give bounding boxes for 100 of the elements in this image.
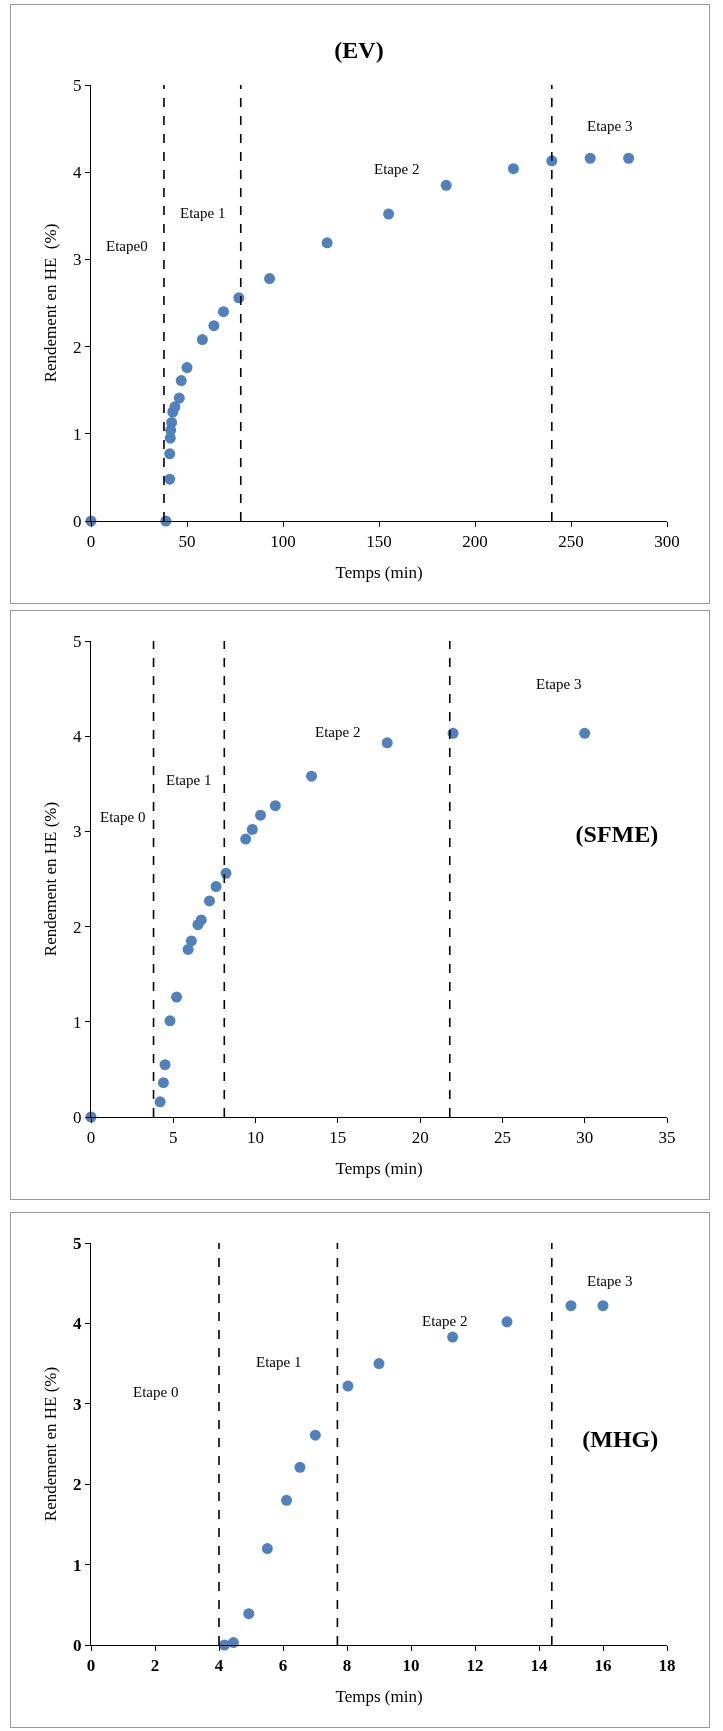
point xyxy=(240,833,252,845)
annotation: Etape 1 xyxy=(180,205,226,221)
x-tick-label: 0 xyxy=(86,1656,96,1676)
x-tick-label: 2 xyxy=(150,1656,160,1676)
point xyxy=(579,727,591,739)
y-axis-title: Rendement en HE (%) xyxy=(40,1366,60,1522)
annotation: Etape 1 xyxy=(166,772,212,788)
y-tick-label: 2 xyxy=(73,337,82,357)
y-tick-label: 0 xyxy=(73,1107,82,1127)
point xyxy=(507,163,519,175)
x-tick-label: 30 xyxy=(576,1128,594,1148)
annotation: Etape 2 xyxy=(422,1313,468,1329)
point xyxy=(373,1358,385,1370)
point xyxy=(208,320,220,332)
annotation: Etape 3 xyxy=(587,118,633,134)
point xyxy=(203,895,215,907)
y-tick-label: 4 xyxy=(73,1314,83,1334)
y-tick-label: 4 xyxy=(73,727,83,747)
x-tick-label: 200 xyxy=(462,532,488,552)
x-axis-title: Temps (min) xyxy=(335,1686,423,1706)
y-tick-label: 1 xyxy=(73,1012,82,1032)
point xyxy=(447,1331,459,1343)
point xyxy=(173,392,185,404)
y-axis-title: Rendement en HE (%) xyxy=(40,223,60,383)
point xyxy=(294,1461,306,1473)
point xyxy=(321,237,333,249)
annotation: Etape 2 xyxy=(374,161,420,177)
point xyxy=(383,208,395,220)
point xyxy=(227,1637,239,1649)
x-tick-label: 20 xyxy=(411,1128,429,1148)
x-tick-label: 25 xyxy=(493,1128,511,1148)
point xyxy=(217,306,229,318)
x-tick-label: 18 xyxy=(658,1656,676,1676)
y-tick-label: 3 xyxy=(73,250,82,270)
annotation: Etape 0 xyxy=(100,809,146,825)
annotation: Etape 2 xyxy=(315,724,361,740)
x-tick-label: 0 xyxy=(86,532,96,552)
y-tick-label: 0 xyxy=(73,1635,82,1655)
x-tick-label: 4 xyxy=(214,1656,224,1676)
point xyxy=(195,914,207,926)
x-tick-label: 100 xyxy=(270,532,296,552)
x-tick-label: 300 xyxy=(654,532,680,552)
point xyxy=(269,800,281,812)
x-tick-label: 250 xyxy=(558,532,584,552)
x-axis-title: Temps (min) xyxy=(335,1158,423,1178)
point xyxy=(440,179,452,191)
point xyxy=(185,935,197,947)
y-tick-label: 3 xyxy=(73,822,82,842)
y-tick-label: 1 xyxy=(73,1555,82,1575)
y-axis-title: Rendement en HE (%) xyxy=(40,801,60,957)
point xyxy=(169,401,181,413)
point xyxy=(182,943,194,955)
point xyxy=(164,473,176,485)
point xyxy=(220,867,232,879)
point xyxy=(164,1015,176,1027)
x-axis-title: Temps (min) xyxy=(335,562,423,582)
annotation: Etape0 xyxy=(106,238,148,254)
point xyxy=(342,1380,354,1392)
y-tick-label: 0 xyxy=(73,511,82,531)
x-tick-label: 8 xyxy=(342,1656,352,1676)
point xyxy=(381,737,393,749)
y-tick-label: 5 xyxy=(73,631,82,651)
x-tick-label: 5 xyxy=(169,1128,178,1148)
point xyxy=(281,1494,293,1506)
x-tick-label: 150 xyxy=(366,532,392,552)
annotation: Etape 3 xyxy=(587,1273,633,1289)
chart-title: (EV) xyxy=(334,36,384,63)
x-tick-label: 0 xyxy=(86,1128,96,1148)
point xyxy=(171,991,183,1003)
y-tick-label: 1 xyxy=(73,424,82,444)
point xyxy=(565,1300,577,1312)
point xyxy=(255,809,267,821)
point xyxy=(164,448,176,460)
point xyxy=(246,824,258,835)
x-tick-label: 14 xyxy=(530,1656,548,1676)
annotation: Etape 3 xyxy=(536,676,582,692)
x-tick-label: 6 xyxy=(278,1656,288,1676)
x-tick-label: 50 xyxy=(178,532,196,552)
point xyxy=(309,1429,321,1441)
x-tick-label: 35 xyxy=(658,1128,676,1148)
point xyxy=(157,1077,169,1089)
point xyxy=(196,334,208,346)
point xyxy=(181,362,193,374)
y-tick-label: 5 xyxy=(73,1233,82,1253)
point xyxy=(243,1608,255,1620)
point xyxy=(261,1543,273,1555)
y-tick-label: 2 xyxy=(73,1475,82,1495)
point xyxy=(166,416,178,428)
point xyxy=(159,1059,171,1071)
point xyxy=(584,152,596,164)
x-tick-label: 16 xyxy=(594,1656,612,1676)
point xyxy=(623,152,635,164)
annotation: Etape 1 xyxy=(256,1354,302,1370)
x-tick-label: 10 xyxy=(247,1128,265,1148)
point xyxy=(264,273,276,285)
text: (SFME) xyxy=(575,821,659,848)
point xyxy=(210,881,222,893)
point xyxy=(154,1096,166,1108)
x-tick-label: 15 xyxy=(329,1128,347,1148)
x-tick-label: 10 xyxy=(402,1656,420,1676)
